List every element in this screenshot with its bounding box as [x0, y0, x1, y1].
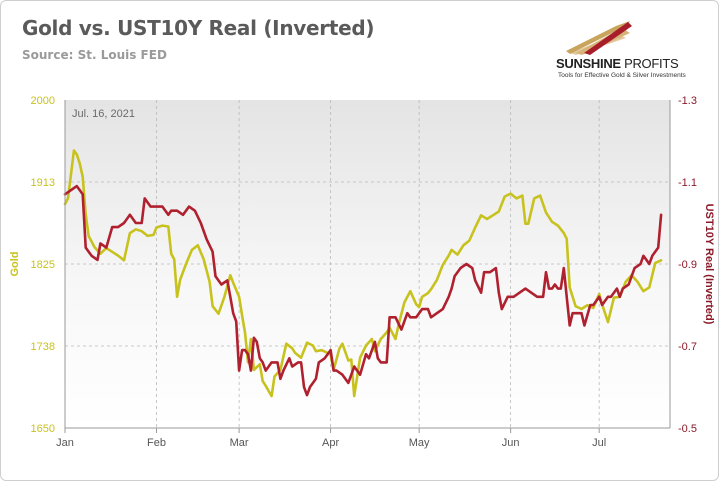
logo-arrows-icon — [566, 21, 632, 55]
chart-title: Gold vs. UST10Y Real (Inverted) — [22, 16, 375, 40]
right-tick-label: -0.9 — [678, 259, 697, 271]
left-tick-label: 1825 — [31, 259, 55, 271]
brand-logo: SUNSHINE PROFITS Tools for Effective Gol… — [556, 20, 706, 82]
right-axis-label: UST10Y Real (Inverted) — [703, 204, 715, 325]
series-group — [63, 149, 663, 398]
brand-name-bold: SUNSHINE — [556, 56, 621, 71]
brand-name: SUNSHINE PROFITS — [556, 56, 679, 71]
right-tick-label: -0.7 — [678, 341, 697, 353]
right-tick-label: -0.5 — [678, 423, 697, 435]
date-annotation: Jul. 16, 2021 — [72, 108, 135, 120]
x-tick-label: May — [409, 437, 430, 449]
x-tick-label: Jul — [592, 437, 606, 449]
left-tick-label: 2000 — [31, 95, 55, 107]
left-axis-label: Gold — [9, 251, 21, 276]
axes-group: 2000 -1.3 1913 -1.1 1825 -0.9 1738 -0.7 1650 -0.5… — [31, 95, 697, 449]
x-tick-label: Feb — [147, 437, 166, 449]
brand-name-light: PROFITS — [620, 56, 679, 71]
left-tick-label: 1913 — [31, 177, 55, 189]
right-tick-label: -1.1 — [678, 177, 697, 189]
chart-source: Source: St. Louis FED — [22, 48, 167, 62]
brand-tagline: Tools for Effective Gold & Silver Invest… — [558, 72, 686, 79]
x-tick-label: Apr — [322, 437, 339, 449]
right-tick-label: -1.3 — [678, 95, 697, 107]
x-tick-label: Jan — [56, 437, 74, 449]
left-tick-label: 1650 — [31, 423, 55, 435]
gold-series-line — [63, 149, 663, 398]
real-yield-series-line — [63, 184, 663, 397]
x-tick-label: Jun — [502, 437, 520, 449]
grid-lines — [65, 100, 670, 428]
left-tick-label: 1738 — [31, 341, 55, 353]
x-tick-label: Mar — [230, 437, 249, 449]
